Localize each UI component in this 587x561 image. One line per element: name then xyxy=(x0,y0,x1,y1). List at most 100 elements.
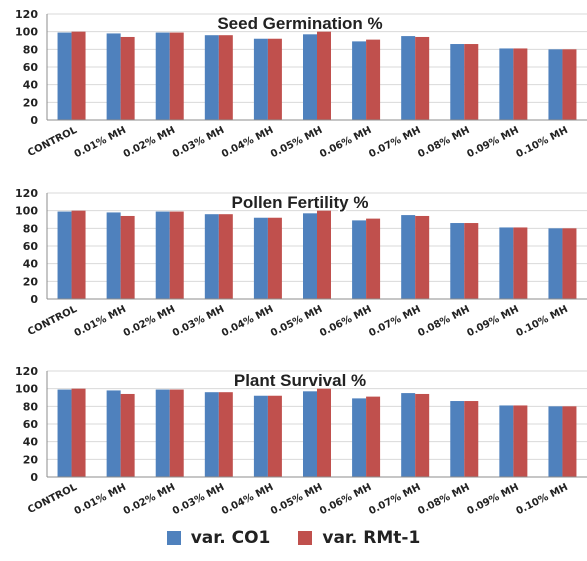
bar-rmt1 xyxy=(71,31,86,121)
bar-rmt1 xyxy=(120,36,135,120)
bar-co1 xyxy=(106,212,121,299)
x-tick-label: 0.02% MH xyxy=(122,482,177,517)
y-tick-label: 40 xyxy=(23,79,39,92)
bar-co1 xyxy=(499,405,514,477)
x-tick-label: 0.09% MH xyxy=(465,304,520,339)
bar-co1 xyxy=(548,228,563,299)
bar-co1 xyxy=(548,406,563,477)
x-tick-label: 0.03% MH xyxy=(171,125,226,160)
legend-label-rmt1: var. RMt-1 xyxy=(322,528,421,548)
bar-co1 xyxy=(352,398,367,477)
y-tick-label: 80 xyxy=(23,222,39,235)
bar-co1 xyxy=(450,401,465,477)
bar-co1 xyxy=(401,36,416,121)
chart-title: Plant Survival % xyxy=(234,371,366,390)
chart-title: Pollen Fertility % xyxy=(232,193,369,212)
x-tick-label: 0.04% MH xyxy=(220,125,275,160)
x-tick-label: 0.08% MH xyxy=(416,304,471,339)
bar-rmt1 xyxy=(120,215,135,299)
x-tick-label: 0.05% MH xyxy=(269,304,324,339)
bar-rmt1 xyxy=(415,215,430,299)
x-tick-label: 0.10% MH xyxy=(514,482,569,517)
x-tick-label: CONTROL xyxy=(26,482,79,516)
y-tick-label: 20 xyxy=(23,275,39,288)
bar-rmt1 xyxy=(267,38,282,120)
x-tick-label: 0.03% MH xyxy=(171,482,226,517)
legend-item-co1: var. CO1 xyxy=(166,528,271,548)
bar-co1 xyxy=(352,41,367,121)
bar-rmt1 xyxy=(218,214,233,299)
y-tick-label: 100 xyxy=(15,205,38,218)
y-tick-label: 40 xyxy=(23,436,39,449)
x-tick-label: CONTROL xyxy=(26,125,79,159)
bar-rmt1 xyxy=(120,393,135,477)
x-tick-label: 0.08% MH xyxy=(416,482,471,517)
y-tick-label: 80 xyxy=(23,400,39,413)
x-tick-label: 0.06% MH xyxy=(318,482,373,517)
y-tick-label: 120 xyxy=(15,187,38,200)
y-tick-label: 100 xyxy=(15,26,38,39)
bar-rmt1 xyxy=(464,401,479,477)
y-tick-label: 60 xyxy=(23,240,39,253)
bar-rmt1 xyxy=(169,211,184,299)
bar-co1 xyxy=(106,33,121,120)
x-tick-label: 0.01% MH xyxy=(73,482,128,517)
bar-co1 xyxy=(499,48,514,121)
y-tick-label: 120 xyxy=(15,8,38,21)
x-tick-label: 0.04% MH xyxy=(220,304,275,339)
bar-co1 xyxy=(303,34,317,120)
y-tick-label: 80 xyxy=(23,43,39,56)
bar-co1 xyxy=(155,32,170,120)
y-tick-label: 0 xyxy=(30,114,38,127)
bar-co1 xyxy=(155,389,170,477)
bar-co1 xyxy=(57,32,72,120)
x-tick-label: 0.03% MH xyxy=(171,304,226,339)
chart-title: Seed Germination % xyxy=(217,14,382,33)
y-tick-label: 120 xyxy=(15,365,38,378)
bar-rmt1 xyxy=(267,217,282,299)
bar-co1 xyxy=(57,211,72,299)
bar-rmt1 xyxy=(169,32,184,120)
x-tick-label: 0.07% MH xyxy=(367,304,422,339)
x-tick-label: 0.10% MH xyxy=(514,125,569,160)
x-tick-label: 0.05% MH xyxy=(269,125,324,160)
bar-co1 xyxy=(253,395,268,477)
bar-rmt1 xyxy=(218,35,233,121)
x-tick-label: 0.05% MH xyxy=(269,482,324,517)
y-tick-label: 20 xyxy=(23,453,39,466)
legend-label-co1: var. CO1 xyxy=(190,528,271,548)
legend: var. CO1 var. RMt-1 xyxy=(0,528,587,548)
bar-co1 xyxy=(450,223,465,299)
bar-co1 xyxy=(204,35,219,121)
x-tick-label: 0.07% MH xyxy=(367,482,422,517)
bar-rmt1 xyxy=(562,49,577,121)
bar-rmt1 xyxy=(317,388,331,477)
bar-co1 xyxy=(253,217,268,299)
x-tick-label: 0.02% MH xyxy=(122,125,177,160)
x-tick-label: 0.08% MH xyxy=(416,125,471,160)
x-tick-label: CONTROL xyxy=(26,304,79,338)
bar-rmt1 xyxy=(71,388,86,477)
x-tick-label: 0.02% MH xyxy=(122,304,177,339)
bar-rmt1 xyxy=(513,227,528,299)
y-tick-label: 100 xyxy=(15,383,38,396)
bar-rmt1 xyxy=(317,31,331,121)
y-tick-label: 0 xyxy=(30,293,38,306)
x-tick-label: 0.09% MH xyxy=(465,482,520,517)
x-tick-label: 0.07% MH xyxy=(367,125,422,160)
bar-co1 xyxy=(352,220,367,299)
bar-rmt1 xyxy=(562,406,577,477)
y-tick-label: 40 xyxy=(23,258,39,271)
bar-rmt1 xyxy=(366,396,381,477)
bar-rmt1 xyxy=(415,36,430,120)
legend-item-rmt1: var. RMt-1 xyxy=(298,528,420,548)
bar-co1 xyxy=(401,215,416,299)
bar-co1 xyxy=(303,391,317,477)
bar-rmt1 xyxy=(218,392,233,477)
bar-rmt1 xyxy=(464,44,479,120)
bar-rmt1 xyxy=(267,395,282,477)
bar-rmt1 xyxy=(415,393,430,477)
bar-co1 xyxy=(450,44,465,120)
